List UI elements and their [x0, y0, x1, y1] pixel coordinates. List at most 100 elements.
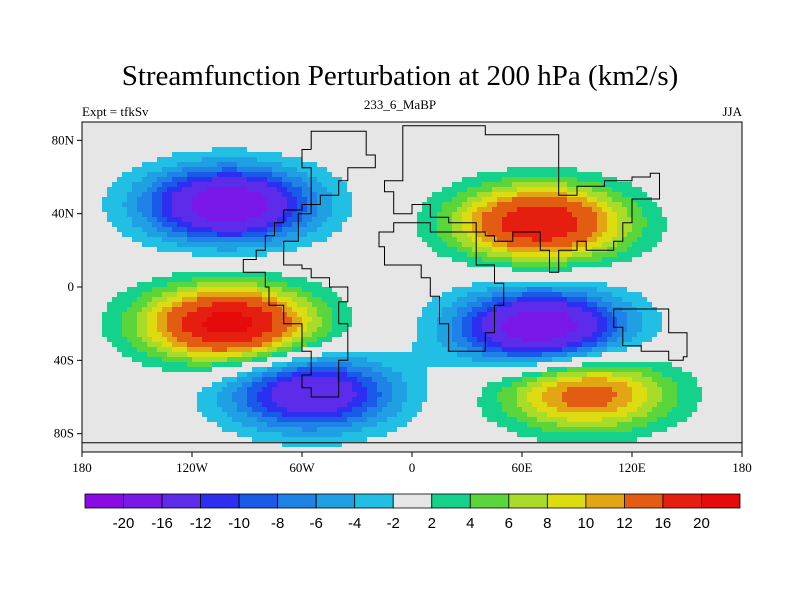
contour-cell [112, 277, 118, 283]
contour-cell [232, 252, 238, 258]
contour-cell [627, 132, 633, 138]
contour-cell [377, 232, 383, 238]
contour-cell [232, 282, 238, 288]
contour-cell [187, 227, 193, 233]
contour-cell [477, 142, 483, 148]
contour-cell [672, 137, 678, 143]
contour-cell [322, 237, 328, 243]
contour-cell [732, 302, 738, 308]
contour-cell [352, 187, 358, 193]
contour-cell [282, 292, 288, 298]
contour-cell [482, 177, 488, 183]
contour-cell [652, 177, 658, 183]
contour-cell [732, 242, 738, 248]
contour-cell [112, 242, 118, 248]
contour-cell [172, 302, 178, 308]
contour-cell [317, 222, 323, 228]
contour-cell [547, 182, 553, 188]
contour-cell [272, 257, 278, 263]
contour-cell [97, 277, 103, 283]
contour-cell [327, 302, 333, 308]
contour-cell [567, 252, 573, 258]
contour-cell [252, 147, 258, 153]
contour-cell [467, 277, 473, 283]
contour-cell [482, 157, 488, 163]
contour-cell [622, 132, 628, 138]
contour-cell [472, 227, 478, 233]
contour-cell [192, 292, 198, 298]
contour-cell [727, 287, 733, 293]
contour-cell [227, 247, 233, 253]
contour-cell [352, 162, 358, 168]
contour-cell [297, 212, 303, 218]
contour-cell [237, 252, 243, 258]
contour-cell [697, 302, 703, 308]
contour-cell [377, 197, 383, 203]
contour-cell [532, 277, 538, 283]
contour-cell [417, 177, 423, 183]
contour-cell [362, 307, 368, 313]
contour-cell [497, 237, 503, 243]
contour-cell [382, 307, 388, 313]
contour-cell [657, 262, 663, 268]
contour-cell [667, 127, 673, 133]
contour-cell [412, 287, 418, 293]
contour-cell [602, 232, 608, 238]
contour-cell [472, 242, 478, 248]
contour-cell [127, 137, 133, 143]
contour-cell [452, 247, 458, 253]
contour-cell [82, 282, 88, 288]
contour-cell [82, 257, 88, 263]
contour-cell [417, 167, 423, 173]
contour-cell [387, 177, 393, 183]
contour-cell [602, 282, 608, 288]
contour-cell [712, 207, 718, 213]
contour-cell [112, 182, 118, 188]
contour-cell [422, 172, 428, 178]
contour-cell [712, 262, 718, 268]
contour-cell [317, 132, 323, 138]
contour-cell [687, 197, 693, 203]
contour-cell [682, 267, 688, 273]
contour-cell [732, 137, 738, 143]
contour-cell [707, 262, 713, 268]
contour-cell [677, 277, 683, 283]
contour-cell [642, 142, 648, 148]
contour-cell [267, 242, 273, 248]
contour-cell [437, 162, 443, 168]
contour-cell [672, 197, 678, 203]
contour-cell [432, 232, 438, 238]
contour-cell [547, 282, 553, 288]
contour-cell [172, 297, 178, 303]
contour-cell [427, 272, 433, 278]
contour-cell [252, 207, 258, 213]
contour-cell [242, 307, 248, 313]
contour-cell [707, 167, 713, 173]
contour-cell [262, 227, 268, 233]
contour-cell [272, 282, 278, 288]
contour-cell [112, 252, 118, 258]
contour-cell [177, 262, 183, 268]
contour-cell [607, 142, 613, 148]
contour-cell [272, 307, 278, 313]
contour-cell [167, 302, 173, 308]
contour-cell [647, 292, 653, 298]
contour-cell [322, 132, 328, 138]
contour-cell [627, 262, 633, 268]
contour-cell [102, 157, 108, 163]
contour-cell [337, 142, 343, 148]
contour-cell [682, 132, 688, 138]
contour-cell [637, 167, 643, 173]
contour-cell [122, 217, 128, 223]
contour-cell [372, 142, 378, 148]
contour-cell [242, 152, 248, 158]
contour-cell [687, 152, 693, 158]
contour-cell [237, 292, 243, 298]
contour-cell [662, 132, 668, 138]
contour-cell [737, 177, 742, 183]
contour-cell [582, 232, 588, 238]
contour-cell [577, 302, 583, 308]
contour-cell [302, 192, 308, 198]
contour-cell [202, 267, 208, 273]
contour-cell [452, 142, 458, 148]
